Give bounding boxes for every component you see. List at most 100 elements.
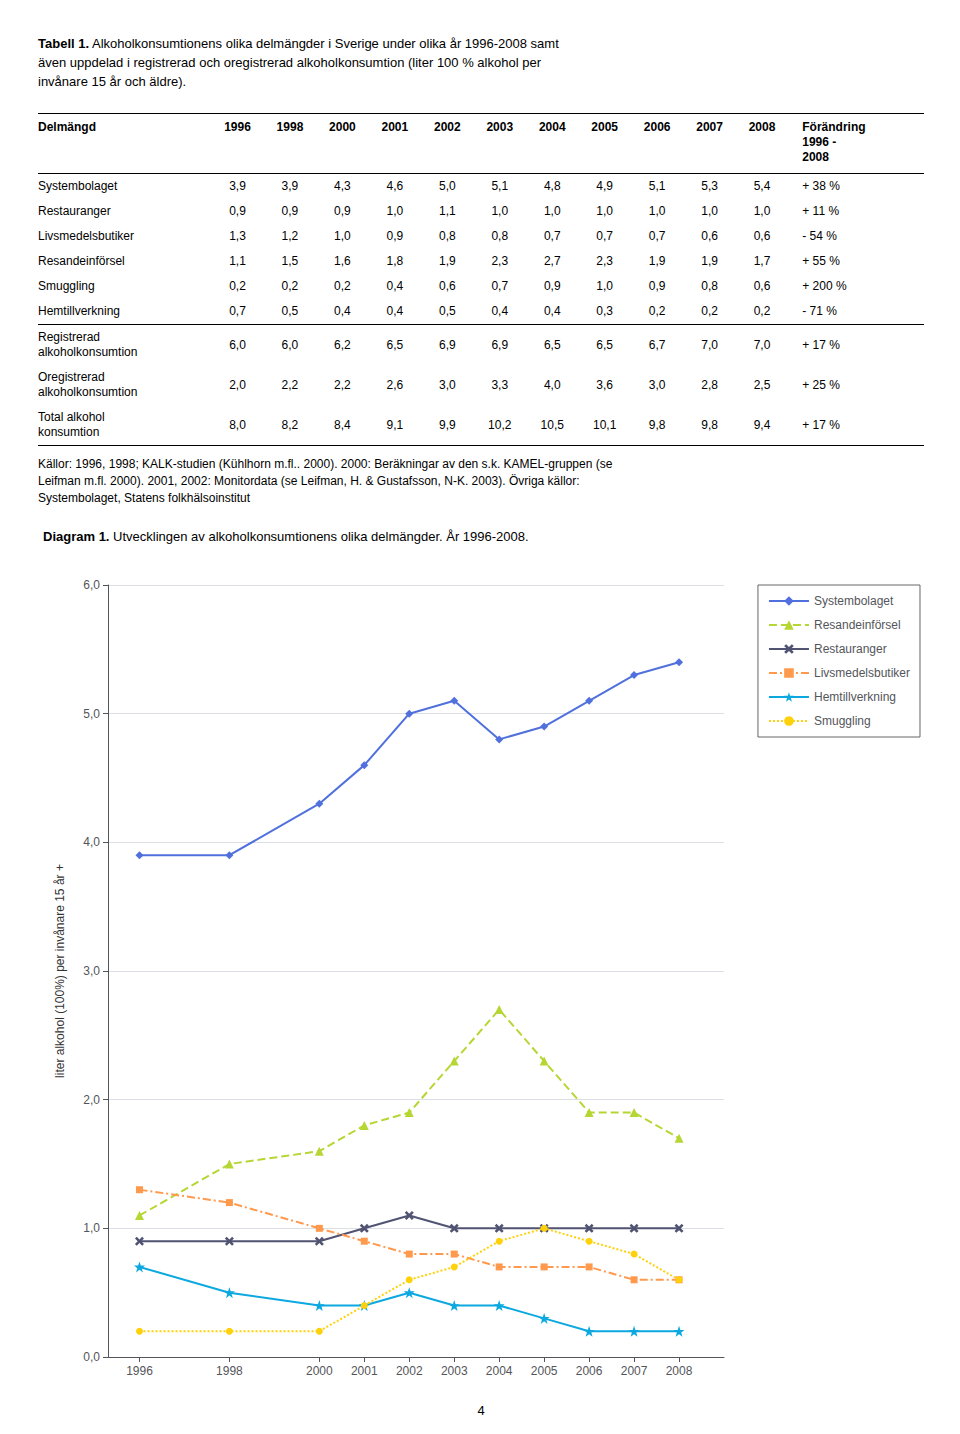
svg-text:Livsmedelsbutiker: Livsmedelsbutiker: [814, 666, 910, 680]
html-text:+ 25 %: + 25 %: [802, 377, 840, 392]
html-text:+ 17 %: + 17 %: [802, 417, 840, 432]
svg-text:2002: 2002: [396, 1364, 423, 1378]
html-text:Förändring 1996 - 2008: Förändring 1996 - 2008: [802, 120, 866, 164]
html-text:6,0: 6,0: [229, 337, 246, 352]
html-text:0,9: 0,9: [229, 204, 246, 218]
html-text:Delmängd: Delmängd: [38, 120, 96, 134]
html-text:8,0: 8,0: [229, 417, 246, 432]
svg-text:2004: 2004: [486, 1364, 513, 1378]
html-text:2002: 2002: [434, 120, 461, 134]
html-text:9,8: 9,8: [648, 417, 666, 432]
html-text:2,8: 2,8: [701, 377, 718, 392]
svg-text:3,0: 3,0: [83, 964, 100, 978]
svg-text:Systembolaget: Systembolaget: [814, 594, 894, 608]
svg-text:2003: 2003: [441, 1364, 468, 1378]
html-text:7,0: 7,0: [701, 337, 718, 352]
svg-text:Resandeinförsel: Resandeinförsel: [814, 618, 901, 632]
html-text:5,3: 5,3: [701, 179, 718, 193]
html-text:9,1: 9,1: [386, 417, 404, 432]
html-text:0,9: 0,9: [334, 204, 351, 218]
html-text:8,4: 8,4: [334, 417, 351, 432]
svg-text:1996: 1996: [126, 1364, 153, 1378]
html-text:3,6: 3,6: [596, 377, 613, 392]
html-text:2001: 2001: [381, 120, 409, 134]
svg-text:Utvecklingen av alkoholkonsumt: Utvecklingen av alkoholkonsumtionens oli…: [109, 529, 528, 544]
html-text:10,1: 10,1: [593, 417, 617, 432]
svg-text:Diagram 1.: Diagram 1.: [43, 529, 109, 544]
html-text:6,5: 6,5: [596, 337, 613, 352]
html-text:8,2: 8,2: [281, 417, 299, 432]
svg-text:2000: 2000: [306, 1364, 333, 1378]
html-text:4,3: 4,3: [334, 179, 351, 193]
svg-text:Hemtillverkning: Hemtillverkning: [814, 690, 896, 704]
html-text:Oregistrerad alkoholkonsumtion: Oregistrerad alkoholkonsumtion: [38, 370, 138, 399]
svg-text:1,0: 1,0: [83, 1221, 100, 1235]
html-text:5,4: 5,4: [753, 179, 771, 193]
html-text:7,0: 7,0: [753, 337, 771, 352]
html-text:2007: 2007: [696, 120, 723, 134]
html-text:6,5: 6,5: [543, 337, 561, 352]
svg-text:1998: 1998: [216, 1364, 243, 1378]
svg-text:2,0: 2,0: [83, 1093, 100, 1107]
svg-text:5,0: 5,0: [83, 707, 100, 721]
html-text:6,5: 6,5: [386, 337, 404, 352]
html-text:2006: 2006: [643, 120, 671, 134]
html-text:10,2: 10,2: [488, 417, 512, 432]
html-text:4,6: 4,6: [386, 179, 404, 193]
html-text:3,3: 3,3: [491, 377, 509, 392]
html-text:Tabell 1. Alkoholkonsumtionens: Tabell 1. Alkoholkonsumtionens olika del…: [38, 36, 559, 51]
html-text:2008: 2008: [748, 120, 776, 134]
svg-text:Restauranger: Restauranger: [814, 642, 887, 656]
html-text:Restauranger: Restauranger: [38, 204, 111, 218]
html-text:6,9: 6,9: [439, 337, 456, 352]
html-text:4,0: 4,0: [543, 377, 561, 392]
html-text:2,2: 2,2: [281, 377, 299, 392]
html-text:2,2: 2,2: [334, 377, 351, 392]
html-text:även uppdelad i registrerad oc: även uppdelad i registrerad och oregistr…: [38, 55, 541, 70]
html-text:invånare 15 år och äldre).: invånare 15 år och äldre).: [38, 74, 187, 89]
svg-text:2007: 2007: [621, 1364, 648, 1378]
html-text:1996: 1996: [224, 120, 251, 134]
html-text:2000: 2000: [329, 120, 356, 134]
svg-text:6,0: 6,0: [83, 578, 100, 592]
html-text:2003: 2003: [486, 120, 514, 134]
html-text:6,9: 6,9: [491, 337, 509, 352]
html-text:5,0: 5,0: [439, 179, 456, 193]
html-text:Registrerad alkoholkonsumtion: Registrerad alkoholkonsumtion: [38, 330, 138, 359]
html-text:+ 38 %: + 38 %: [802, 179, 840, 193]
html-text:3,9: 3,9: [229, 179, 246, 193]
svg-text:2005: 2005: [531, 1364, 558, 1378]
html-text:2,6: 2,6: [386, 377, 404, 392]
html-text:10,5: 10,5: [540, 417, 564, 432]
svg-text:Smuggling: Smuggling: [814, 714, 871, 728]
svg-text:2001: 2001: [351, 1364, 378, 1378]
html-text:1,0: 1,0: [386, 204, 404, 218]
html-text:3,9: 3,9: [281, 179, 299, 193]
html-text:6,0: 6,0: [281, 337, 299, 352]
html-text:6,2: 6,2: [334, 337, 351, 352]
html-text:4,8: 4,8: [543, 179, 561, 193]
html-text:9,9: 9,9: [439, 417, 456, 432]
html-text:3,0: 3,0: [648, 377, 666, 392]
html-text:6,7: 6,7: [648, 337, 666, 352]
svg-text:liter alkohol (100%) per invån: liter alkohol (100%) per invånare 15 år …: [53, 864, 67, 1078]
html-text:2005: 2005: [591, 120, 618, 134]
html-text:5,1: 5,1: [648, 179, 666, 193]
svg-text:4,0: 4,0: [83, 835, 100, 849]
html-text:0,9: 0,9: [281, 204, 299, 218]
html-text:9,4: 9,4: [753, 417, 771, 432]
html-text:9,8: 9,8: [701, 417, 718, 432]
html-text:2004: 2004: [538, 120, 566, 134]
html-text:Systembolaget: Systembolaget: [38, 179, 118, 193]
html-text:3,0: 3,0: [439, 377, 456, 392]
html-text:+ 17 %: + 17 %: [802, 337, 840, 352]
html-text:2,5: 2,5: [753, 377, 771, 392]
html-text:4,9: 4,9: [596, 179, 613, 193]
html-text:1998: 1998: [276, 120, 304, 134]
html-text:5,1: 5,1: [491, 179, 509, 193]
svg-text:2006: 2006: [576, 1364, 603, 1378]
html-text:Total alkohol konsumtion: Total alkohol konsumtion: [38, 410, 105, 439]
svg-text:2008: 2008: [666, 1364, 693, 1378]
html-text:2,0: 2,0: [229, 377, 246, 392]
svg-text:0,0: 0,0: [83, 1350, 100, 1364]
